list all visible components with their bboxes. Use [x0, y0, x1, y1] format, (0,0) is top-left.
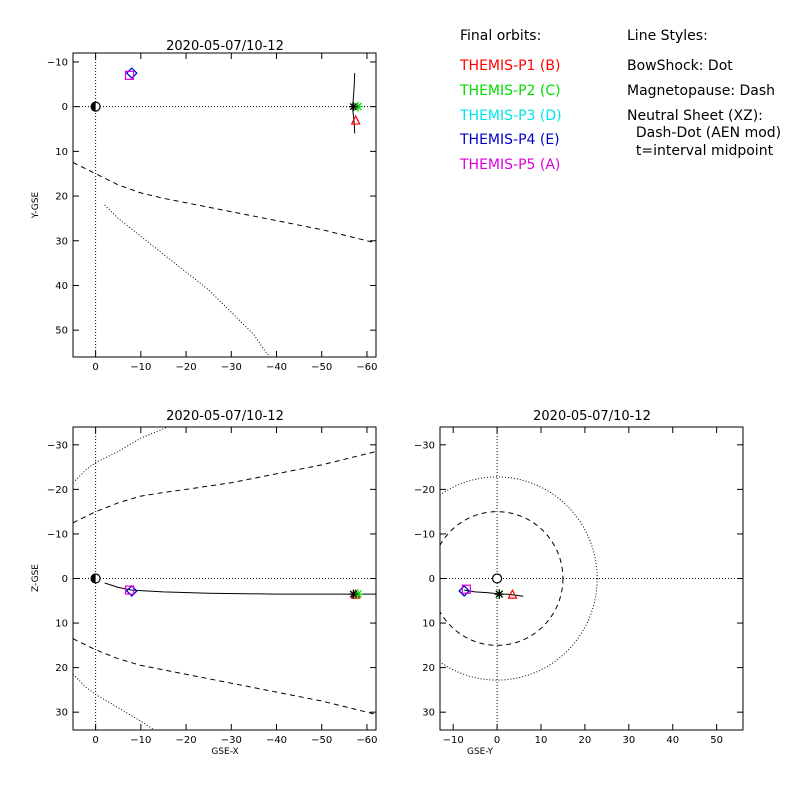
x-tick-label: −50 — [311, 735, 332, 746]
y-tick-label: −10 — [47, 57, 68, 68]
bow-shock-curve — [104, 204, 271, 357]
marker-p1 — [507, 588, 518, 599]
legend-style-midpoint: t=interval midpoint — [627, 143, 774, 159]
panel-xz: 2020-05-07/10-12 0 −10 −20 −30 −40 −50 −60 −30 −2… — [31, 409, 378, 757]
magnetopause-curve — [73, 162, 376, 244]
marker-midpoint — [348, 589, 358, 599]
y-tick-label: −20 — [414, 485, 435, 496]
y-tick-label: 40 — [55, 281, 68, 292]
bow-shock-upper-curve — [73, 673, 155, 730]
legend: Final orbits: THEMIS-P1 (B) THEMIS-P2 (C… — [459, 28, 781, 173]
marker-midpoint — [348, 102, 358, 112]
plot-panels: 2020-05-07/10-12 0 −10 −20 −30 −40 −50 −60 −10 0 1… — [31, 39, 744, 757]
panel-yz-xlabel: GSE-Y — [467, 747, 494, 757]
earth-icon — [491, 573, 503, 584]
magnetopause-lower-curve — [73, 451, 376, 524]
y-tick-label: 20 — [55, 192, 68, 203]
panel-xz-plot-area — [73, 427, 376, 730]
x-tick-label: −40 — [266, 735, 287, 746]
panel-xz-ylabel: Z-GSE — [31, 564, 41, 592]
y-tick-label: −10 — [414, 529, 435, 540]
y-tick-label: 0 — [62, 102, 68, 113]
x-tick-label: 10 — [535, 735, 548, 746]
x-tick-label: 0 — [494, 735, 500, 746]
x-tick-label: −30 — [221, 735, 242, 746]
legend-orbits-header: Final orbits: — [460, 28, 541, 44]
legend-styles-header: Line Styles: — [627, 28, 708, 44]
legend-style-neutral-sheet: Neutral Sheet (XZ): — [627, 108, 763, 124]
x-tick-label: 0 — [92, 735, 98, 746]
legend-orbit-p4: THEMIS-P4 (E) — [459, 132, 560, 148]
magnetopause-circle — [440, 511, 564, 646]
panel-yz: 2020-05-07/10-12 −10 0 10 20 30 40 50 −30 −20 −10 0… — [414, 409, 744, 757]
marker-p5 — [124, 585, 135, 595]
orbit-track — [464, 589, 524, 597]
y-tick-label: 0 — [62, 574, 68, 585]
marker-p3 — [125, 67, 138, 79]
y-tick-label: −30 — [414, 440, 435, 451]
x-tick-label: 20 — [579, 735, 592, 746]
x-tick-label: −20 — [176, 735, 197, 746]
x-tick-label: −60 — [356, 362, 377, 373]
y-tick-label: 20 — [55, 663, 68, 674]
neutral-sheet-line — [104, 582, 376, 595]
panel-xy-plot-area — [73, 67, 376, 357]
legend-style-magnetopause: Magnetopause: Dash — [627, 83, 775, 99]
y-tick-label: 50 — [55, 326, 68, 337]
panel-xy-title: 2020-05-07/10-12 — [166, 39, 284, 54]
x-tick-label: 50 — [710, 735, 723, 746]
x-tick-label: 40 — [666, 735, 679, 746]
legend-style-bowshock: BowShock: Dot — [627, 58, 733, 74]
earth-night-side — [91, 574, 96, 583]
x-tick-label: −30 — [221, 362, 242, 373]
x-tick-label: −50 — [311, 362, 332, 373]
earth-night-side — [91, 102, 96, 112]
marker-p1 — [350, 114, 361, 125]
legend-orbit-p3: THEMIS-P3 (D) — [459, 108, 562, 124]
x-tick-label: −40 — [266, 362, 287, 373]
marker-p5 — [124, 70, 135, 80]
y-tick-label: 0 — [429, 574, 435, 585]
marker-midpoint — [494, 589, 504, 599]
y-tick-label: −20 — [47, 485, 68, 496]
y-tick-label: 20 — [422, 663, 435, 674]
x-tick-label: −10 — [443, 735, 464, 746]
bow-shock-lower-curve — [73, 427, 169, 484]
legend-orbit-p1: THEMIS-P1 (B) — [459, 58, 560, 74]
x-tick-label: −10 — [130, 735, 151, 746]
y-tick-label: 10 — [422, 619, 435, 630]
panel-xz-title: 2020-05-07/10-12 — [166, 409, 284, 424]
panel-xy-frame — [72, 52, 377, 358]
y-tick-label: −10 — [47, 529, 68, 540]
y-tick-label: 30 — [55, 236, 68, 247]
legend-style-dash-dot: Dash-Dot (AEN mod) — [627, 125, 781, 141]
x-tick-label: −60 — [356, 735, 377, 746]
y-tick-label: 30 — [422, 708, 435, 719]
x-tick-label: 30 — [622, 735, 635, 746]
legend-orbit-p2: THEMIS-P2 (C) — [459, 83, 561, 99]
marker-p5 — [461, 584, 471, 594]
panel-xy-ylabel: Y-GSE — [31, 192, 41, 220]
marker-p4 — [125, 67, 138, 79]
y-tick-label: 30 — [55, 708, 68, 719]
panel-yz-title: 2020-05-07/10-12 — [533, 409, 651, 424]
panel-yz-plot-area — [440, 476, 598, 681]
panel-xz-xlabel: GSE-X — [211, 747, 238, 757]
legend-orbit-p5: THEMIS-P5 (A) — [459, 157, 560, 173]
y-tick-label: 10 — [55, 619, 68, 630]
x-tick-label: −10 — [130, 362, 151, 373]
marker-p4 — [125, 585, 138, 597]
bow-shock-circle — [440, 476, 598, 681]
y-tick-label: 10 — [55, 147, 68, 158]
x-tick-label: −20 — [176, 362, 197, 373]
panel-xy: 2020-05-07/10-12 0 −10 −20 −30 −40 −50 −60 −10 0 1… — [31, 39, 378, 373]
x-tick-label: 0 — [92, 362, 98, 373]
magnetopause-upper-curve — [73, 638, 376, 715]
marker-p4 — [458, 585, 471, 597]
y-tick-label: −30 — [47, 440, 68, 451]
